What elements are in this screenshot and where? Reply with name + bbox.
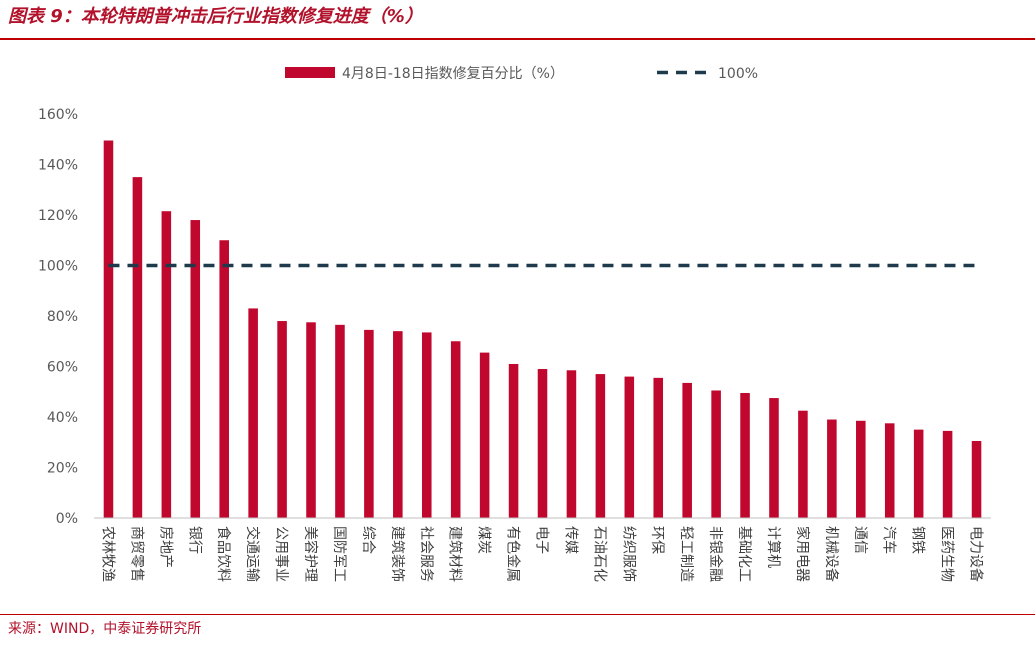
category-label: 纺织服饰 [620, 526, 636, 582]
category-label: 环保 [649, 526, 665, 554]
bar [913, 429, 924, 518]
bar [856, 420, 866, 518]
bar [335, 324, 345, 518]
bar [653, 377, 664, 518]
bar [884, 423, 895, 518]
category-label: 医药生物 [939, 526, 955, 582]
category-label: 银行 [186, 526, 202, 554]
legend-ref-label: 100% [718, 66, 758, 82]
bar [769, 398, 779, 518]
bar [827, 419, 837, 518]
bar [421, 332, 432, 518]
category-label: 钢铁 [910, 526, 926, 554]
bar [132, 177, 143, 518]
category-label: 交通运输 [244, 526, 261, 582]
category-label: 食品饮料 [215, 526, 232, 582]
legend-bar-label: 4月8日-18日指数修复百分比（%） [342, 65, 564, 82]
category-label: 传媒 [562, 526, 578, 554]
y-axis: 0% 20% 40% 60% 80% 100% 120% 140% 160% [38, 107, 78, 527]
bar [248, 308, 258, 518]
bar [711, 390, 721, 518]
category-label: 综合 [360, 526, 376, 554]
bar [219, 240, 229, 518]
bar [942, 430, 953, 518]
bar [740, 393, 750, 518]
y-tick-label: 140% [38, 158, 78, 174]
category-label: 公用事业 [273, 526, 289, 582]
category-labels: 农林牧渔 商贸零售 房地产 银行 食品饮料 交通运输 公用事业 美容护理 国防军工 综合 建筑装饰社… [99, 526, 984, 582]
bar [306, 322, 316, 518]
category-label: 基础化工 [736, 526, 753, 582]
bar [479, 352, 490, 518]
y-tick-label: 20% [47, 461, 78, 477]
figure-title: 图表 9：本轮特朗普冲击后行业指数修复进度（%） [8, 6, 423, 27]
category-label: 房地产 [157, 526, 173, 568]
legend: 4月8日-18日指数修复百分比（%） 100% [285, 65, 758, 82]
category-label: 计算机 [765, 526, 781, 568]
y-tick-label: 60% [47, 360, 78, 376]
category-label: 有色金属 [505, 526, 522, 582]
category-label: 电力设备 [968, 526, 985, 582]
category-label: 家用电器 [794, 526, 811, 582]
y-tick-label: 80% [47, 309, 78, 325]
bar [103, 140, 114, 518]
category-label: 建筑材料 [447, 526, 463, 582]
bar [364, 329, 374, 518]
category-label: 汽车 [881, 526, 898, 554]
bar [682, 382, 692, 518]
category-label: 煤炭 [476, 526, 492, 554]
category-label: 建筑装饰 [389, 526, 405, 582]
top-rule [0, 38, 1035, 40]
category-label: 轻工制造 [678, 526, 694, 582]
legend-bar-swatch [285, 67, 335, 78]
category-label: 石油石化 [591, 526, 607, 582]
category-label: 商贸零售 [128, 526, 144, 582]
bar [277, 321, 287, 518]
bar [537, 369, 548, 518]
bar [450, 341, 461, 518]
category-label: 机械设备 [823, 526, 840, 582]
category-label: 电子 [534, 526, 550, 554]
y-tick-label: 160% [38, 107, 78, 123]
bar [190, 220, 201, 519]
bar [393, 331, 403, 518]
bar [595, 374, 606, 518]
y-tick-label: 0% [56, 511, 78, 527]
y-tick-label: 100% [38, 259, 78, 275]
category-label: 非银金融 [707, 526, 723, 582]
y-tick-label: 40% [47, 410, 78, 426]
bottom-rule [0, 614, 1035, 615]
bar [624, 376, 635, 518]
source-note: 来源：WIND，中泰证券研究所 [8, 621, 202, 637]
bars [103, 140, 982, 519]
bar [508, 363, 519, 518]
bar [566, 370, 577, 518]
category-label: 国防军工 [331, 526, 347, 582]
bar [161, 211, 172, 518]
bar [971, 440, 982, 518]
bar [798, 410, 808, 518]
category-label: 美容护理 [302, 526, 319, 582]
y-tick-label: 120% [38, 208, 78, 224]
category-label: 通信 [852, 526, 868, 554]
category-label: 农林牧渔 [99, 526, 115, 582]
category-label: 社会服务 [418, 526, 434, 582]
